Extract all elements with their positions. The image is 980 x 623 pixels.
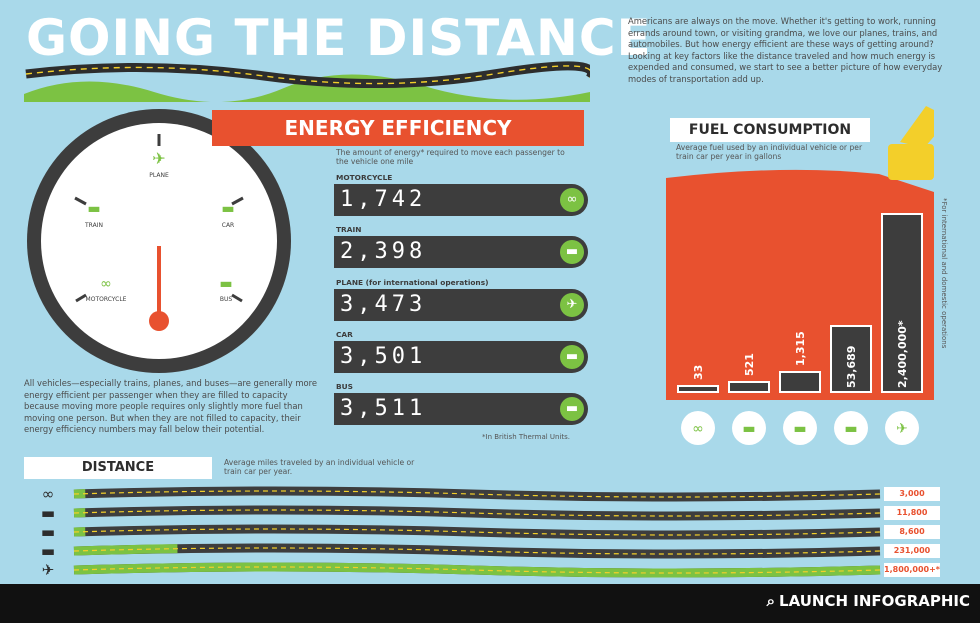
fuel-bar-train — [779, 371, 821, 393]
distance-value-car: 11,800 — [884, 506, 940, 520]
ee-bar-plane: 3,473 ✈ — [334, 289, 588, 321]
ee-value: 3,511 — [340, 396, 427, 421]
fuel-value-label: 2,400,000* — [896, 320, 909, 388]
bus-icon: ▬ — [844, 421, 857, 437]
gauge-icon-bus: ▬ BUS — [219, 276, 232, 303]
ee-label-motorcycle: MOTORCYCLE — [336, 173, 393, 182]
plane-icon-badge — [885, 411, 919, 445]
distance-value-train: 8,600 — [884, 525, 940, 539]
fuel-value-label: 521 — [743, 353, 756, 376]
ee-value: 2,398 — [340, 239, 427, 264]
gauge-label-motorcycle: MOTORCYCLE — [86, 296, 127, 303]
train-icon: ▬ — [40, 523, 56, 541]
launch-infographic-link[interactable]: ⌕ LAUNCH INFOGRAPHIC — [767, 592, 970, 610]
ee-label-train: TRAIN — [336, 225, 362, 234]
plane-icon: ✈ — [896, 421, 908, 437]
ee-bar-car: 3,501 ▬ — [334, 341, 588, 373]
fuel-value-label: 53,689 — [845, 346, 858, 388]
bus-icon: ▬ — [219, 276, 232, 292]
distance-value-plane: 1,800,000+* — [884, 563, 940, 577]
energy-efficiency-title: ENERGY EFFICIENCY — [212, 110, 584, 146]
gauge-icon-train: ▬ TRAIN — [84, 201, 103, 229]
road-center-line — [73, 509, 881, 517]
search-icon: ⌕ — [766, 592, 776, 610]
page-title: GOING THE DISTANCE — [26, 9, 652, 67]
road-center-line — [73, 490, 881, 498]
train-icon: ▬ — [560, 240, 584, 264]
distance-value-motorcycle: 3,000 — [884, 487, 940, 501]
motorcycle-icon-badge — [681, 411, 715, 445]
road-center-line — [73, 528, 881, 536]
energy-footnote: *In British Thermal Units. — [482, 433, 571, 441]
gauge-label-car: CAR — [222, 222, 234, 229]
ee-label-plane: PLANE (for international operations) — [336, 278, 489, 287]
ee-bar-bus: 3,511 ▬ — [334, 393, 588, 425]
intro-paragraph: Americans are always on the move. Whethe… — [628, 16, 943, 84]
ee-value: 1,742 — [340, 187, 427, 212]
efficiency-gauge: ✈ PLANE ▬ TRAIN ▬ CAR ∞ MOTORCYCLE ▬ BUS — [27, 109, 291, 373]
bus-icon: ▬ — [40, 542, 56, 560]
bus-icon-badge — [834, 411, 868, 445]
road-center-line — [73, 547, 881, 555]
gauge-pivot — [149, 311, 169, 331]
motorcycle-icon: ∞ — [100, 276, 112, 292]
train-icon: ▬ — [793, 421, 806, 437]
distance-chart — [73, 486, 881, 578]
motorcycle-icon: ∞ — [41, 485, 55, 503]
gauge-icon-motorcycle: ∞ MOTORCYCLE — [86, 276, 127, 303]
car-icon: ▬ — [221, 201, 234, 217]
plane-icon: ✈ — [41, 561, 55, 579]
footer-bar — [0, 584, 980, 623]
motorcycle-icon: ∞ — [692, 421, 704, 437]
gauge-label-bus: BUS — [220, 296, 233, 303]
fuel-bar-bus — [830, 325, 872, 393]
ee-value: 3,473 — [340, 292, 427, 317]
energy-efficiency-subtitle: The amount of energy* required to move e… — [336, 148, 565, 166]
fuel-bar-plane — [881, 213, 923, 393]
fuel-value-label: 33 — [692, 365, 705, 380]
launch-label: LAUNCH INFOGRAPHIC — [779, 592, 970, 610]
gauge-ticks — [74, 134, 244, 303]
gauge-label-plane: PLANE — [149, 172, 169, 179]
fuel-consumption-subtitle: Average fuel used by an individual vehic… — [676, 143, 863, 161]
gauge-note: All vehicles—especially trains, planes, … — [24, 378, 318, 435]
gauge-icon-plane: ✈ PLANE — [149, 149, 169, 179]
train-icon-badge — [783, 411, 817, 445]
distance-subtitle: Average miles traveled by an individual … — [224, 458, 415, 476]
motorcycle-icon: ∞ — [560, 188, 584, 212]
distance-value-bus: 231,000 — [884, 544, 940, 558]
fuel-bar-car — [728, 381, 770, 393]
fuel-bar-motorcycle — [677, 385, 719, 393]
ee-bar-train: 2,398 ▬ — [334, 236, 588, 268]
fuel-consumption-title: FUEL CONSUMPTION — [670, 118, 870, 142]
ee-bar-motorcycle: 1,742 ∞ — [334, 184, 588, 216]
fuel-side-note: *For international and domestic operatio… — [940, 198, 948, 349]
ee-label-bus: BUS — [336, 382, 353, 391]
train-icon: ▬ — [87, 201, 100, 217]
fuel-nozzle-icon — [888, 106, 934, 180]
car-icon: ▬ — [40, 504, 56, 522]
fuel-chart: 33 521 1,315 53,689 2,400,000* ∞ ▬ ▬ ▬ ✈ — [666, 106, 934, 445]
distance-title: DISTANCE — [24, 457, 212, 479]
gauge-icon-car: ▬ CAR — [221, 201, 234, 229]
road-decoration — [24, 61, 590, 102]
gauge-label-train: TRAIN — [84, 222, 103, 229]
bus-icon: ▬ — [560, 397, 584, 421]
road-center-line — [73, 566, 881, 574]
fuel-value-label: 1,315 — [794, 331, 807, 366]
car-icon-badge — [732, 411, 766, 445]
plane-icon: ✈ — [560, 293, 584, 317]
ee-value: 3,501 — [340, 344, 427, 369]
car-icon: ▬ — [742, 421, 755, 437]
car-icon: ▬ — [560, 345, 584, 369]
ee-label-car: CAR — [336, 330, 353, 339]
plane-icon: ✈ — [152, 149, 165, 168]
